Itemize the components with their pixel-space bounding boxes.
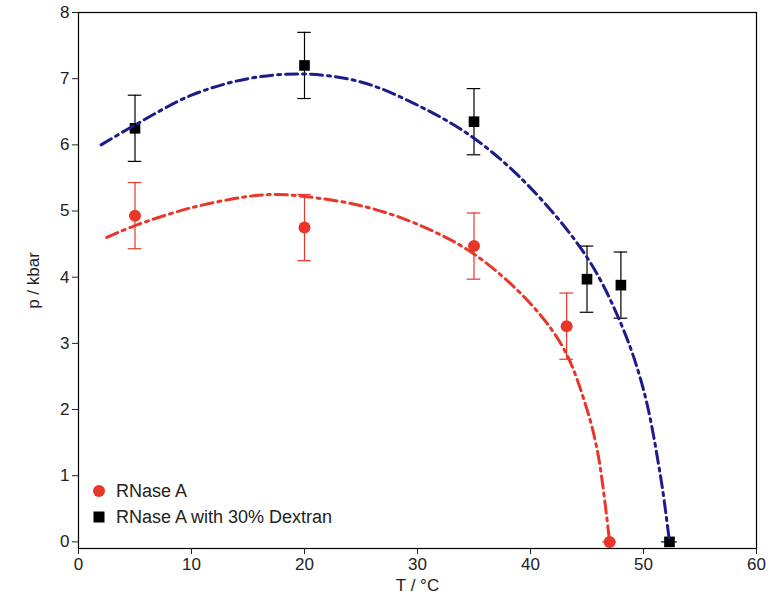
svg-text:4: 4	[60, 268, 69, 287]
svg-text:p / kbar: p / kbar	[24, 252, 43, 309]
svg-text:1: 1	[60, 466, 69, 485]
html-text:RNase A with 30% Dextran: RNase A with 30% Dextran	[116, 506, 333, 527]
svg-text:60: 60	[747, 555, 766, 574]
svg-text:T / °C: T / °C	[396, 576, 439, 595]
svg-text:5: 5	[60, 201, 69, 220]
svg-text:40: 40	[521, 555, 540, 574]
svg-text:10: 10	[182, 555, 201, 574]
svg-text:3: 3	[60, 334, 69, 353]
svg-text:0: 0	[60, 532, 69, 551]
svg-text:0: 0	[74, 555, 83, 574]
html-text:RNase A: RNase A	[116, 480, 187, 501]
svg-text:2: 2	[60, 400, 69, 419]
svg-text:7: 7	[60, 69, 69, 88]
svg-text:20: 20	[295, 555, 314, 574]
svg-text:8: 8	[60, 3, 69, 22]
svg-text:30: 30	[408, 555, 427, 574]
svg-text:50: 50	[634, 555, 653, 574]
svg-text:6: 6	[60, 135, 69, 154]
